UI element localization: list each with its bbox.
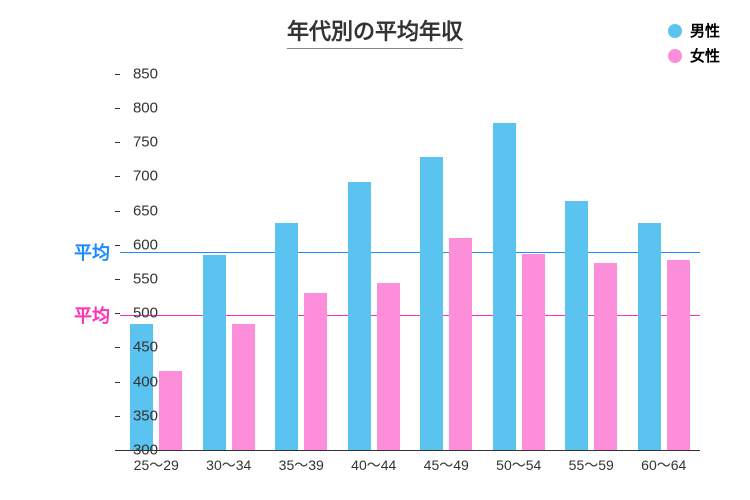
plot-area	[120, 60, 700, 451]
bar	[232, 324, 255, 450]
y-tick-label: 550	[133, 270, 158, 287]
legend-label-male: 男性	[690, 20, 720, 41]
bar	[565, 201, 588, 450]
average-label: 平均	[74, 302, 110, 328]
bar	[493, 123, 516, 450]
bar	[594, 263, 617, 450]
y-tick-label: 800	[133, 99, 158, 116]
y-tick-label: 600	[133, 236, 158, 253]
bar	[203, 255, 226, 450]
average-label: 平均	[74, 239, 110, 265]
x-tick-label: 55～59	[569, 455, 614, 475]
x-tick-label: 45～49	[424, 455, 469, 475]
y-tick-label: 750	[133, 134, 158, 151]
x-tick-label: 50～54	[496, 455, 541, 475]
chart-container: 年代別の平均年収 男性 女性 3003504004505005506006507…	[0, 0, 750, 500]
x-tick-label: 35～39	[279, 455, 324, 475]
y-tick-label: 700	[133, 168, 158, 185]
y-tick-label: 350	[133, 407, 158, 424]
y-tick-label: 500	[133, 305, 158, 322]
x-tick-label: 25～29	[134, 455, 179, 475]
bar	[348, 182, 371, 450]
bar	[377, 283, 400, 450]
y-tick-label: 650	[133, 202, 158, 219]
legend-marker-male	[668, 24, 682, 38]
y-tick-label: 450	[133, 339, 158, 356]
bar	[522, 254, 545, 450]
y-tick-label: 850	[133, 65, 158, 82]
bar	[159, 371, 182, 450]
x-tick-label: 60～64	[641, 455, 686, 475]
x-tick-label: 40～44	[351, 455, 396, 475]
bar	[449, 238, 472, 450]
chart-title: 年代別の平均年収	[287, 14, 463, 49]
bar	[304, 293, 327, 450]
legend-item-male: 男性	[668, 20, 720, 41]
bar	[667, 260, 690, 450]
bar	[275, 223, 298, 450]
x-tick-label: 30～34	[206, 455, 251, 475]
y-tick-label: 400	[133, 373, 158, 390]
bar	[420, 157, 443, 450]
average-line	[120, 252, 700, 254]
bar	[638, 223, 661, 450]
